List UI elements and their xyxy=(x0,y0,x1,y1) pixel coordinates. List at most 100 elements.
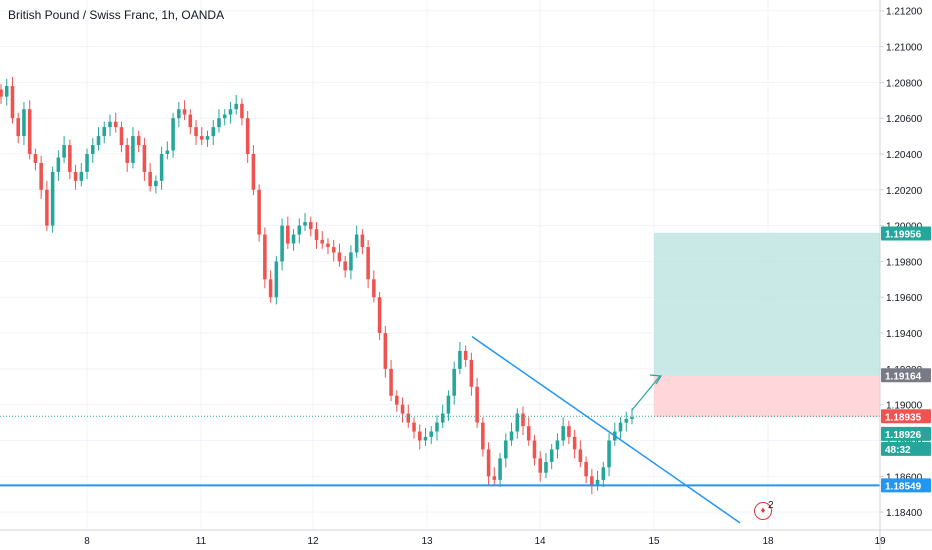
projection-arrowhead xyxy=(649,374,663,385)
candle-body xyxy=(171,118,175,151)
candle-body xyxy=(205,136,210,140)
candle-body xyxy=(245,118,250,154)
candle-body xyxy=(39,162,43,190)
candle-body xyxy=(521,413,525,427)
candle-body xyxy=(561,426,565,441)
candle-body xyxy=(16,118,20,137)
candle-body xyxy=(395,395,399,405)
price-tag-last-close-bg xyxy=(881,426,931,441)
candle-body xyxy=(630,417,634,419)
candle-body xyxy=(303,222,307,226)
candle-body xyxy=(429,431,434,437)
candle-body xyxy=(578,449,583,462)
candle-body xyxy=(79,171,84,181)
candle-body xyxy=(0,89,3,97)
trendline xyxy=(471,336,741,524)
candle-body xyxy=(33,153,38,163)
price-tag-entry-bg xyxy=(881,368,931,383)
candle-body xyxy=(498,458,502,480)
candle-body xyxy=(509,431,514,441)
x-tick-label: 8 xyxy=(84,536,90,547)
candle-body xyxy=(154,180,158,187)
candle-body xyxy=(504,440,508,459)
price-tag-last-close: 1.18926 xyxy=(885,430,922,441)
economic-event-icon[interactable]: ♦ xyxy=(754,502,772,520)
candle-body xyxy=(463,350,468,360)
projection-arrow xyxy=(631,375,661,411)
candle-body xyxy=(383,333,388,369)
candle-body xyxy=(4,85,9,97)
candle-body xyxy=(22,109,26,137)
candle-body xyxy=(228,109,233,115)
candle-body xyxy=(354,234,359,253)
y-tick-label: 1.20200 xyxy=(886,186,923,197)
candle-body xyxy=(538,458,542,473)
candle-body xyxy=(372,279,376,298)
x-tick-label: 14 xyxy=(534,536,546,547)
price-tag-current: 1.18935 xyxy=(885,412,922,423)
target-zone xyxy=(654,232,880,377)
candle-body xyxy=(377,297,382,334)
y-tick-label: 1.19800 xyxy=(886,257,923,268)
candle-body xyxy=(532,440,537,459)
candle-body xyxy=(274,261,279,298)
candle-body xyxy=(624,418,629,423)
x-tick-label: 19 xyxy=(874,536,886,547)
candle-body xyxy=(62,145,66,158)
candle-body xyxy=(113,121,118,128)
stop-zone xyxy=(654,376,880,418)
candle-body xyxy=(314,229,319,240)
price-tag-entry: 1.19164 xyxy=(885,371,922,382)
candle-body xyxy=(400,404,405,414)
candle-body xyxy=(91,145,95,154)
y-tick-label: 1.18400 xyxy=(886,508,923,519)
y-tick-label: 1.20600 xyxy=(886,114,923,125)
candle-body xyxy=(136,136,141,146)
price-tag-countdown-bg xyxy=(881,441,931,456)
candle-body xyxy=(366,247,370,280)
candle-body xyxy=(492,476,497,480)
candle-body xyxy=(326,243,330,248)
candle-body xyxy=(331,247,336,253)
candle-body xyxy=(263,234,267,280)
candle-body xyxy=(435,422,439,432)
candle-body xyxy=(469,359,474,387)
candle-body xyxy=(308,222,313,230)
candle-body xyxy=(515,413,520,432)
candle-body xyxy=(595,479,600,486)
candle-body xyxy=(165,150,170,154)
x-tick-label: 18 xyxy=(762,536,774,547)
y-tick-label: 1.21200 xyxy=(886,7,923,18)
candle-body xyxy=(56,157,61,172)
y-tick-label: 1.20800 xyxy=(886,78,923,89)
price-tag-target-bg xyxy=(881,226,931,241)
y-tick-label: 1.21000 xyxy=(886,43,923,54)
candle-body xyxy=(481,422,485,450)
candle-body xyxy=(217,118,221,128)
candle-body xyxy=(280,225,284,262)
candle-body xyxy=(234,103,238,110)
candle-body xyxy=(211,127,216,137)
candle-body xyxy=(108,121,112,128)
candle-body xyxy=(452,368,456,396)
candle-body xyxy=(360,234,365,248)
candle-body xyxy=(320,239,325,244)
candle-body xyxy=(297,225,302,235)
candle-body xyxy=(389,368,393,396)
candle-body xyxy=(526,426,531,441)
candle-body xyxy=(406,413,411,423)
y-tick-label: 1.18600 xyxy=(886,472,923,483)
y-tick-label: 1.20400 xyxy=(886,150,923,161)
candle-body xyxy=(131,136,135,163)
x-tick-label: 13 xyxy=(421,536,433,547)
candle-body xyxy=(343,261,347,271)
price-tag-current-bg xyxy=(881,409,931,424)
candle-body xyxy=(125,145,129,163)
candle-body xyxy=(148,171,152,187)
candle-body xyxy=(73,171,78,181)
candle-body xyxy=(68,145,72,172)
candle-body xyxy=(286,225,290,244)
x-tick-label: 15 xyxy=(648,536,660,547)
candle-body xyxy=(102,127,107,137)
